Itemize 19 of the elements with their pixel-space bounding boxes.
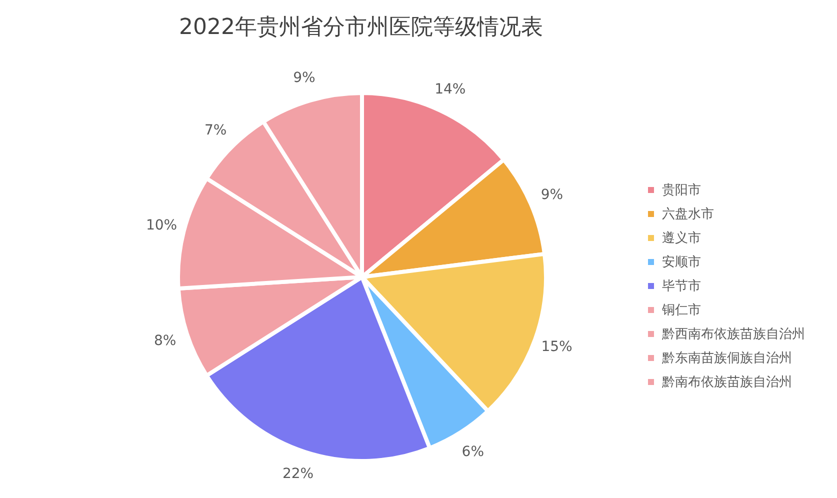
chart-title: 2022年贵州省分市州医院等级情况表 — [178, 14, 544, 42]
data-label: 8% — [154, 332, 176, 349]
data-label: 15% — [541, 339, 572, 356]
legend-label: 铜仁市 — [662, 302, 701, 319]
legend-label: 六盘水市 — [662, 206, 714, 223]
legend-label: 黔东南苗族侗族自治州 — [662, 350, 792, 367]
data-label: 22% — [282, 466, 314, 482]
legend-label: 毕节市 — [662, 278, 701, 295]
data-label: 7% — [204, 122, 227, 139]
data-label: 9% — [540, 186, 564, 203]
legend-label: 遵义市 — [662, 230, 701, 247]
legend-label: 黔西南布依族苗族自治州 — [662, 326, 805, 343]
legend-label: 黔南布依族苗族自治州 — [662, 374, 792, 391]
data-label: 10% — [146, 218, 178, 234]
data-label: 9% — [293, 70, 316, 86]
data-label: 6% — [462, 444, 484, 460]
legend-label: 贵阳市 — [662, 182, 701, 199]
data-label: 14% — [434, 82, 466, 98]
legend-label: 安顺市 — [662, 254, 701, 271]
